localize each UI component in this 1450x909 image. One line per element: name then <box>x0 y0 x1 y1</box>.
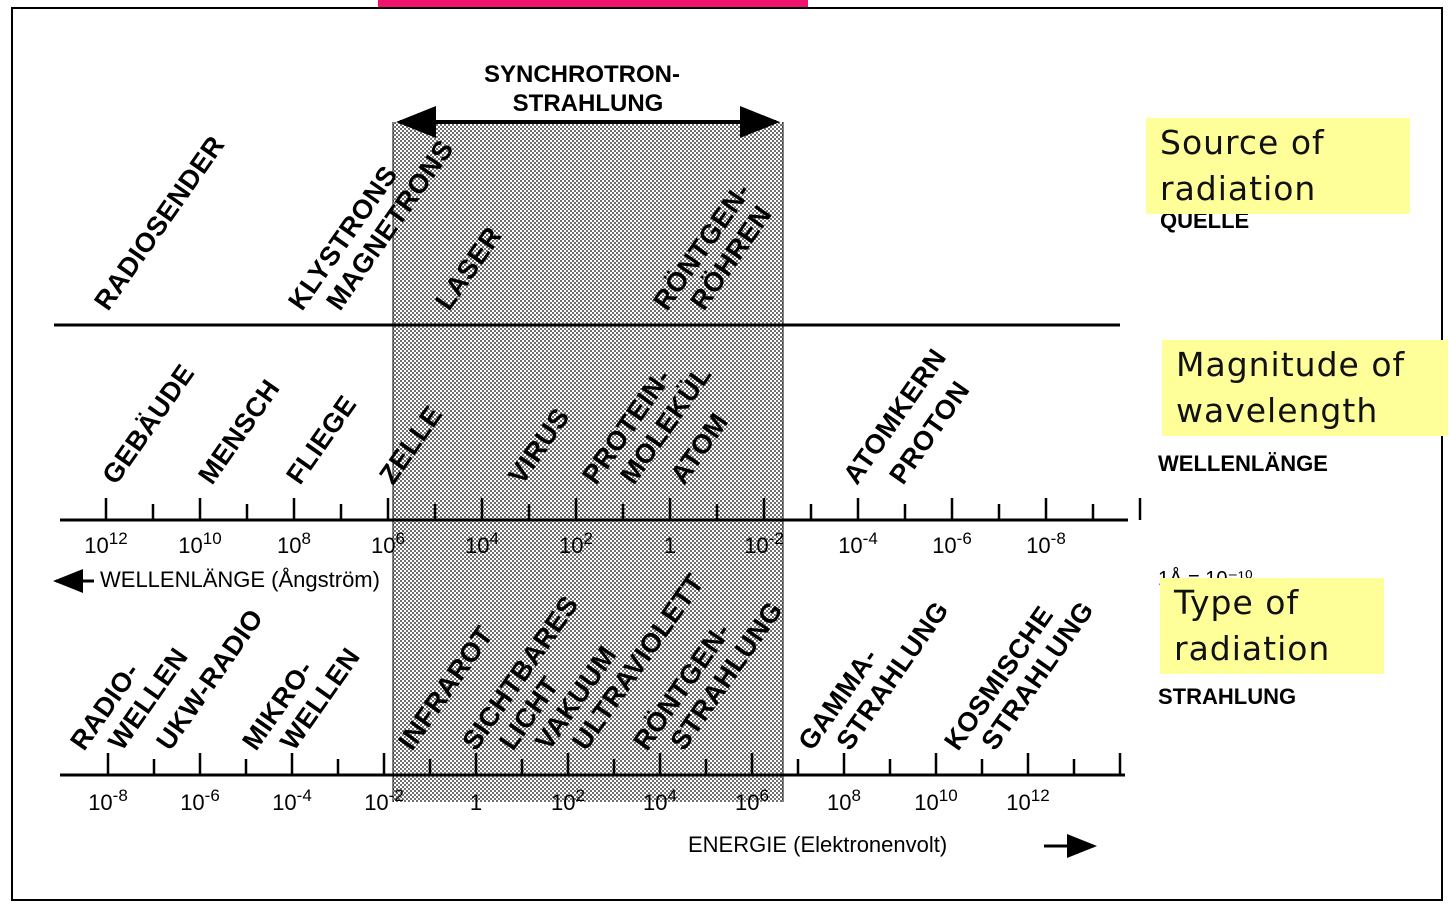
synchrotron-title-line1: SYNCHROTRON- <box>484 61 680 88</box>
note-source-line2: radiation <box>1160 169 1317 208</box>
note-magnitude-of-wavelength: Magnitude of wavelength <box>1162 340 1448 436</box>
label-wellenlaenge: WELLENLÄNGE <box>1158 451 1328 476</box>
wavelength-tick-label: 10-4 <box>838 529 878 558</box>
object-mensch: MENSCH <box>192 374 285 490</box>
energy-tick-label: 1012 <box>1006 786 1049 815</box>
energy-axis-ticks <box>106 753 1122 775</box>
synchrotron-band <box>393 122 783 802</box>
note-type-line2: radiation <box>1174 629 1331 668</box>
wavelength-tick-label: 10-6 <box>932 529 972 558</box>
wavelength-tick-label: 108 <box>277 529 311 558</box>
object-fliege: FLIEGE <box>280 390 362 490</box>
wavelength-tick-label: 102 <box>559 529 593 558</box>
note-magnitude-line1: Magnitude of <box>1176 345 1406 384</box>
energy-tick-label: 10-4 <box>272 786 312 815</box>
energy-tick-label: 10-2 <box>364 786 404 815</box>
wavelength-tick-label: 106 <box>371 529 405 558</box>
note-source-line1: Source of <box>1160 123 1325 162</box>
wavelength-tick-label: 1010 <box>178 529 221 558</box>
object-gebaeude: GEBÄUDE <box>96 359 200 490</box>
wavelength-tick-label: 10-8 <box>1026 529 1066 558</box>
top-accent-bar <box>378 0 808 7</box>
energy-tick-label: 1 <box>470 790 482 815</box>
wavelength-axis-label: WELLENLÄNGE (Ångström) <box>100 567 380 592</box>
energy-tick-label: 108 <box>827 786 861 815</box>
wavelength-tick-label: 10-2 <box>744 529 784 558</box>
wavelength-axis-ticks <box>104 498 1142 520</box>
energy-tick-label: 1010 <box>914 786 957 815</box>
wavelength-axis-tick-labels: 1012 1010 108 106 104 102 1 10-2 10-4 10-6 10-8 <box>84 529 1066 558</box>
energy-tick-label: 106 <box>735 786 769 815</box>
note-type-line1: Type of <box>1174 583 1300 622</box>
energy-axis-label: ENERGIE (Elektronenvolt) <box>688 832 947 857</box>
label-strahlung: STRAHLUNG <box>1158 684 1296 709</box>
energy-tick-label: 104 <box>643 786 677 815</box>
wavelength-tick-label: 104 <box>465 529 499 558</box>
synchrotron-title-line2: STRAHLUNG <box>513 90 664 117</box>
diagram-frame <box>11 7 1443 901</box>
energy-axis-tick-labels: 10-8 10-6 10-4 10-2 1 102 104 106 108 1010 1012 <box>88 786 1050 815</box>
note-magnitude-line2: wavelength <box>1176 391 1379 430</box>
energy-tick-label: 10-8 <box>88 786 128 815</box>
note-type-of-radiation: Type of radiation <box>1160 578 1384 674</box>
wavelength-tick-label: 1 <box>664 533 676 558</box>
wavelength-tick-label: 1012 <box>84 529 127 558</box>
source-radiosender: RADIOSENDER <box>88 130 230 315</box>
energy-tick-label: 102 <box>551 786 585 815</box>
energy-tick-label: 10-6 <box>180 786 220 815</box>
note-source-of-radiation: Source of radiation <box>1146 118 1410 214</box>
